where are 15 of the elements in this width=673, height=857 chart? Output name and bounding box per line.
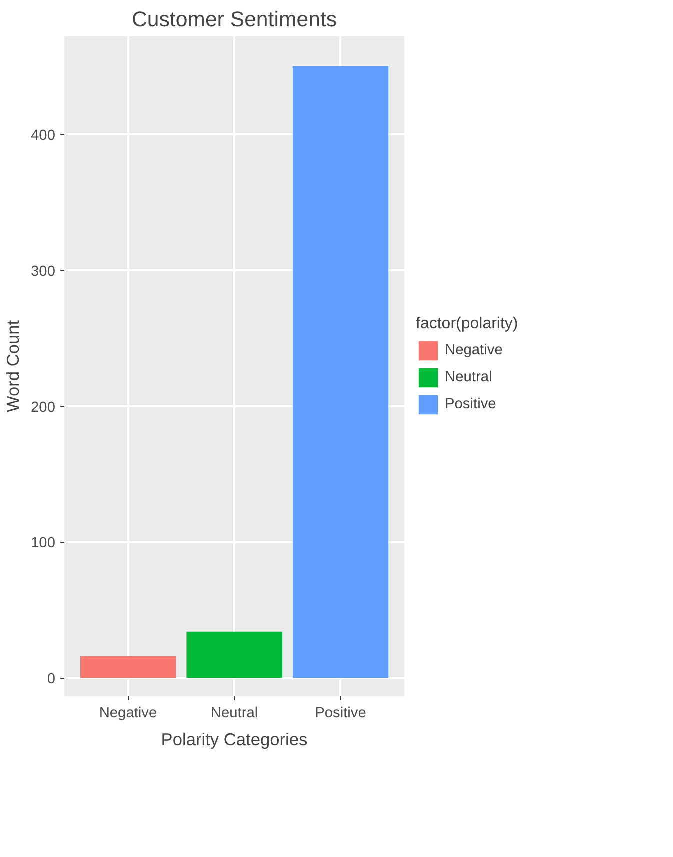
y-tick-label: 0 — [47, 672, 56, 688]
legend-label: Neutral — [445, 370, 492, 386]
legend-label: Positive — [445, 396, 496, 412]
y-tick-label: 300 — [31, 264, 56, 280]
x-axis-title: Polarity Categories — [161, 730, 308, 750]
y-tick-label: 200 — [31, 400, 56, 416]
x-tick-label: Positive — [315, 706, 366, 722]
y-axis-title: Word Count — [3, 320, 24, 413]
y-tick-label: 400 — [31, 128, 56, 144]
y-tick-label: 100 — [31, 536, 56, 552]
x-tick-label: Neutral — [210, 706, 258, 722]
legend-title: factor(polarity) — [416, 316, 518, 334]
legend-label: Negative — [445, 342, 503, 358]
x-tick-label: Negative — [99, 706, 158, 722]
chart-title: Customer Sentiments — [132, 8, 338, 32]
